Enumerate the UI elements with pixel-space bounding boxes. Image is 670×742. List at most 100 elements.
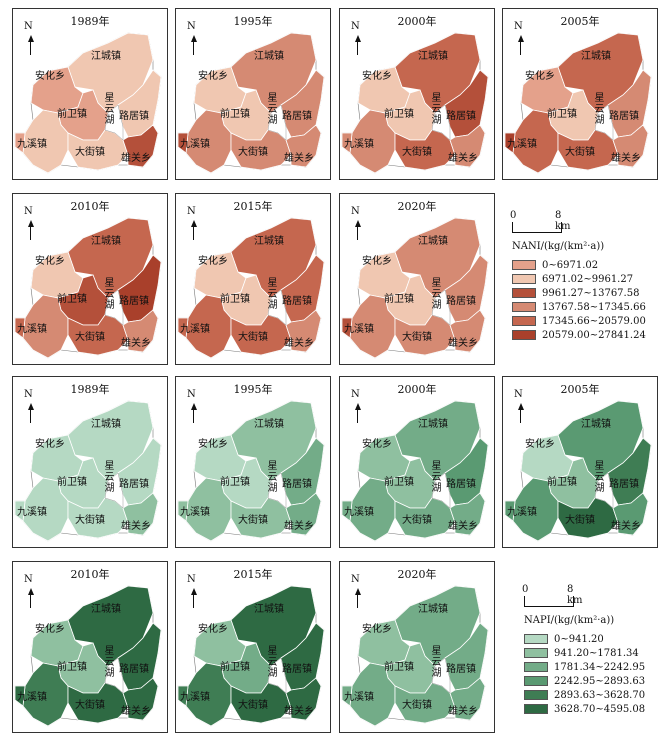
- napi-map-panel: 2005年 N 江城镇 安化乡 前卫镇 路居镇 九溪镇 大街镇 雄关乡 星云湖: [502, 376, 658, 548]
- lake-label-char: 星: [104, 278, 115, 289]
- region-nub: [341, 317, 353, 339]
- lake-xingyun: [104, 104, 124, 141]
- region-nub: [341, 132, 353, 154]
- town-label: 江城镇: [91, 51, 121, 62]
- north-arrow-icon: N: [23, 574, 37, 608]
- north-arrow-icon: N: [186, 574, 200, 608]
- town-label: 安化乡: [35, 624, 65, 635]
- lake-label-char: 湖: [431, 300, 442, 311]
- lake-label-char: 星: [431, 93, 442, 104]
- lake-label-char: 湖: [594, 483, 605, 494]
- town-label: 江城镇: [581, 51, 611, 62]
- lake-label-char: 云: [594, 472, 605, 483]
- legend-item: 20579.00~27841.24: [512, 328, 646, 342]
- panel-year-title: 1995年: [233, 15, 273, 28]
- town-label: 九溪镇: [17, 324, 47, 335]
- legend-item: 13767.58~17345.66: [512, 300, 646, 314]
- town-label: 安化乡: [362, 71, 392, 82]
- napi-map-shapes: [177, 585, 325, 727]
- region-luju: [444, 622, 489, 691]
- region-nub: [504, 132, 516, 154]
- region-xiongguan: [122, 124, 159, 168]
- north-label: N: [187, 574, 196, 585]
- legend-item: 0~6971.02: [512, 258, 646, 272]
- town-label: 路居镇: [609, 479, 639, 490]
- panel-year-title: 2000年: [397, 383, 437, 396]
- napi-map-shapes: [504, 400, 652, 542]
- town-label: 路居镇: [282, 111, 312, 122]
- region-xiongguan: [285, 124, 322, 168]
- town-label: 安化乡: [525, 71, 555, 82]
- town-label: 九溪镇: [180, 324, 210, 335]
- nani-map-shapes: [504, 32, 652, 174]
- lake-label-char: 云: [594, 104, 605, 115]
- lake-label-char: 湖: [594, 115, 605, 126]
- north-label: N: [24, 206, 33, 217]
- region-luju: [444, 437, 489, 506]
- lake-label-char: 星: [431, 461, 442, 472]
- lake-label-char: 湖: [267, 300, 278, 311]
- town-label: 江城镇: [254, 51, 284, 62]
- lake-label-char: 云: [267, 657, 278, 668]
- napi-map-panel: 2000年 N 江城镇 安化乡 前卫镇 路居镇 九溪镇 大街镇 雄关乡 星云湖: [339, 376, 495, 548]
- region-xiongguan: [612, 124, 649, 168]
- lake-label-char: 星: [104, 646, 115, 657]
- region-nub: [177, 317, 189, 339]
- town-label: 前卫镇: [57, 662, 87, 673]
- legend-range-label: 2893.63~3628.70: [554, 689, 646, 701]
- town-label: 雄关乡: [284, 521, 314, 532]
- town-label: 大街镇: [402, 332, 432, 343]
- nani-map-panel: 1989年 N 江城镇 安化乡 前卫镇 路居镇 九溪镇 大街镇 雄关乡 星云湖: [12, 8, 168, 180]
- region-xiongguan: [285, 677, 322, 721]
- panel-year-title: 2020年: [397, 568, 437, 581]
- legend-item: 6971.02~9961.27: [512, 272, 646, 286]
- lake-label: 星云湖: [431, 646, 442, 679]
- lake-label-char: 云: [267, 289, 278, 300]
- napi-scale-max: 8 km: [567, 584, 583, 606]
- lake-label-char: 云: [104, 472, 115, 483]
- legend-range-label: 13767.58~17345.66: [542, 301, 646, 313]
- town-label: 雄关乡: [448, 706, 478, 717]
- panel-year-title: 2015年: [233, 568, 273, 581]
- lake-xingyun: [431, 472, 451, 509]
- region-nub: [177, 500, 189, 522]
- nani-map-shapes: [341, 32, 489, 174]
- town-label: 雄关乡: [284, 706, 314, 717]
- region-nub: [177, 132, 189, 154]
- north-arrow-icon: N: [513, 389, 527, 423]
- nani-legend: 0 8 km NANI/(kg/(km²·a)) 0~6971.02 6971.0…: [510, 210, 646, 342]
- lake-label-char: 云: [431, 289, 442, 300]
- town-label: 前卫镇: [384, 109, 414, 120]
- town-label: 九溪镇: [180, 507, 210, 518]
- legend-item: 941.20~1781.34: [524, 646, 645, 660]
- town-label: 九溪镇: [17, 507, 47, 518]
- town-label: 前卫镇: [547, 477, 577, 488]
- town-label: 雄关乡: [448, 153, 478, 164]
- nani-scale-min: 0: [510, 210, 517, 221]
- legend-range-label: 0~6971.02: [542, 259, 599, 271]
- legend-range-label: 0~941.20: [554, 633, 604, 645]
- napi-scale-min: 0: [522, 584, 529, 595]
- town-label: 安化乡: [35, 439, 65, 450]
- napi-map-panel: 1989年 N 江城镇 安化乡 前卫镇 路居镇 九溪镇 大街镇 雄关乡 星云湖: [12, 376, 168, 548]
- nani-map-panel: 1995年 N 江城镇 安化乡 前卫镇 路居镇 九溪镇 大街镇 雄关乡 星云湖: [175, 8, 331, 180]
- region-luju: [280, 254, 325, 323]
- town-label: 路居镇: [119, 479, 149, 490]
- town-label: 雄关乡: [121, 706, 151, 717]
- town-label: 九溪镇: [17, 692, 47, 703]
- town-label: 江城镇: [254, 419, 284, 430]
- town-label: 雄关乡: [611, 521, 641, 532]
- north-arrow-icon: N: [350, 389, 364, 423]
- lake-label-char: 云: [267, 104, 278, 115]
- lake-label-char: 湖: [267, 668, 278, 679]
- lake-label: 星云湖: [431, 461, 442, 494]
- town-label: 前卫镇: [384, 477, 414, 488]
- napi-scale-bar: 0 8 km: [522, 584, 583, 607]
- town-label: 前卫镇: [547, 109, 577, 120]
- napi-legend-title: NAPI/(kg/(km²·a)): [524, 615, 615, 626]
- lake-label-char: 湖: [431, 668, 442, 679]
- region-nub: [14, 317, 26, 339]
- town-label: 九溪镇: [344, 507, 374, 518]
- town-label: 前卫镇: [220, 477, 250, 488]
- town-label: 雄关乡: [448, 338, 478, 349]
